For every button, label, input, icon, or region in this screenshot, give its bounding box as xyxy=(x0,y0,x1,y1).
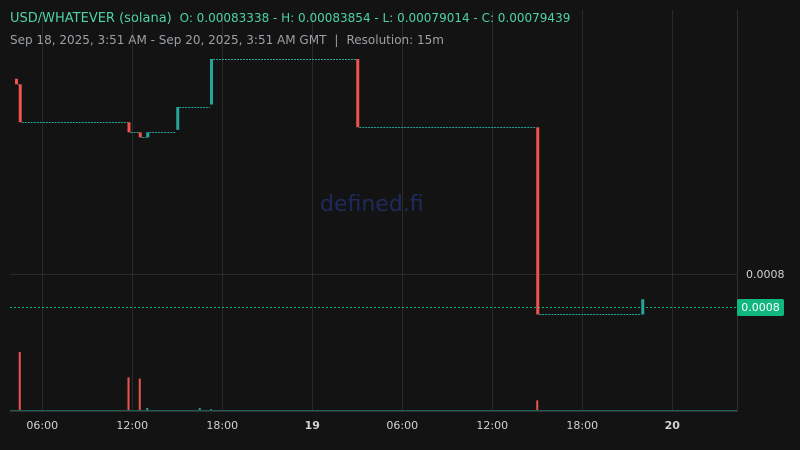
time-axis-label: 12:00 xyxy=(476,419,508,432)
volume-bar xyxy=(198,408,201,411)
candle xyxy=(641,299,645,315)
last-price-tag: 0.0008 xyxy=(737,299,784,316)
time-axis-label: 18:00 xyxy=(566,419,598,432)
watermark-logo: defined.fi xyxy=(320,192,424,217)
separator: | xyxy=(334,33,339,47)
time-axis-label: 12:00 xyxy=(116,419,148,432)
candle xyxy=(210,59,213,105)
volume-bar xyxy=(536,400,539,411)
volume-bar xyxy=(18,352,21,411)
price-axis-label: 0.0008 xyxy=(746,268,785,281)
candles xyxy=(15,59,645,315)
chart-header: USD/WHATEVER (solana) O: 0.00083338 - H:… xyxy=(10,11,570,26)
volume-bar xyxy=(138,378,141,411)
candle xyxy=(127,122,131,133)
volume-bar xyxy=(146,408,149,411)
candle xyxy=(536,127,540,315)
time-axis-label: 18:00 xyxy=(206,419,238,432)
volume-bar xyxy=(127,377,130,411)
time-axis-labels: 06:00 12:00 18:00 19 06:00 12:00 18:00 20 xyxy=(26,419,680,432)
time-axis-label: 06:00 xyxy=(26,419,58,432)
chart-subheader: Sep 18, 2025, 3:51 AM - Sep 20, 2025, 3:… xyxy=(10,33,444,47)
time-axis-label: 06:00 xyxy=(386,419,418,432)
resolution-label: Resolution: 15m xyxy=(346,33,444,47)
volume-bars xyxy=(10,352,737,411)
chart-grid xyxy=(10,10,737,411)
candle xyxy=(356,59,360,128)
candle xyxy=(138,132,142,138)
candle xyxy=(176,107,180,130)
candle xyxy=(15,78,18,85)
ohlc-readout: O: 0.00083338 - H: 0.00083854 - L: 0.000… xyxy=(179,11,571,25)
price-step-lines xyxy=(18,59,642,315)
pair-symbol: USD/WHATEVER (solana) xyxy=(10,11,172,26)
time-axis-label: 20 xyxy=(665,419,681,432)
time-axis-label: 19 xyxy=(305,419,320,432)
candle xyxy=(146,132,150,138)
candle xyxy=(18,84,22,123)
date-range: Sep 18, 2025, 3:51 AM - Sep 20, 2025, 3:… xyxy=(10,33,327,47)
